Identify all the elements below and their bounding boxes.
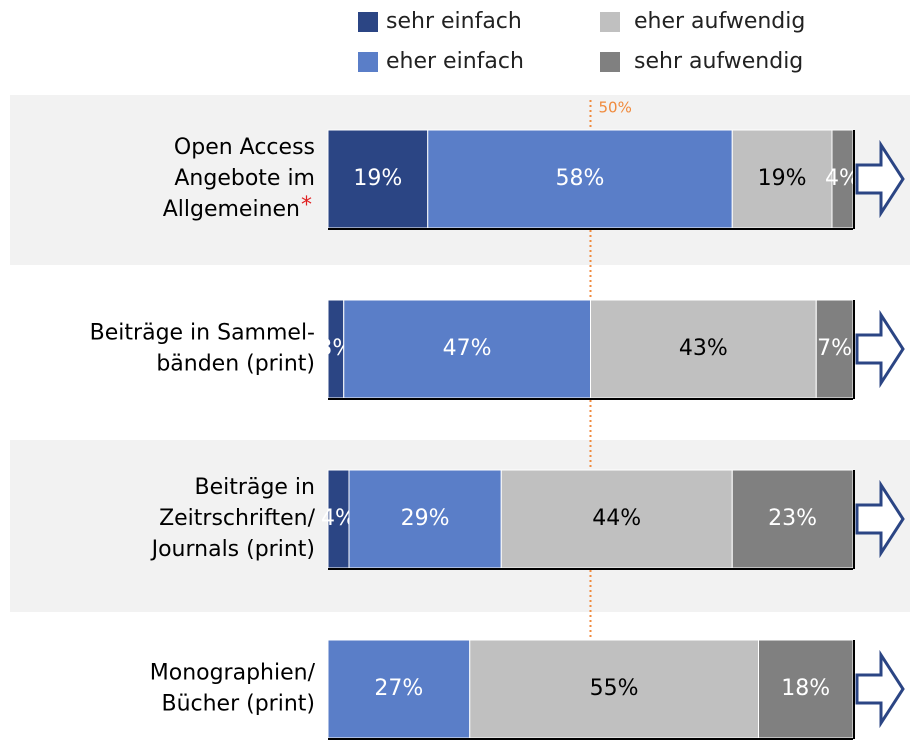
- value-label: 18%: [781, 676, 830, 701]
- category-label: Angebote im: [174, 166, 315, 191]
- legend-swatch: [600, 12, 620, 32]
- bar-segment: [343, 299, 591, 399]
- value-label: 47%: [443, 336, 492, 361]
- category-label: Beiträge in Sammel-: [90, 321, 315, 346]
- category-label: Beiträge in: [195, 475, 315, 500]
- legend-label: eher einfach: [386, 49, 524, 74]
- bar-segment: [348, 469, 502, 569]
- bar-segment: [469, 639, 759, 739]
- bar-segment: [590, 299, 817, 399]
- category-label: bänden (print): [156, 352, 315, 377]
- value-label: 43%: [679, 336, 728, 361]
- category-label: Allgemeinen: [163, 197, 300, 222]
- value-label: 7%: [817, 336, 852, 361]
- category-label: Journals (print): [150, 537, 315, 562]
- category-label: Bücher (print): [161, 692, 315, 717]
- value-label: 55%: [590, 676, 639, 701]
- legend-label: sehr aufwendig: [634, 49, 803, 74]
- value-label: 58%: [556, 166, 605, 191]
- value-label: 19%: [758, 166, 807, 191]
- bar-segment: [731, 129, 833, 229]
- value-label: 19%: [353, 166, 402, 191]
- arrow: [855, 309, 905, 389]
- category-label: Open Access: [174, 135, 315, 160]
- bar-segment: [758, 639, 854, 739]
- arrow: [855, 139, 905, 219]
- value-label: 27%: [374, 676, 423, 701]
- legend-swatch: [358, 12, 378, 32]
- arrow: [855, 479, 905, 559]
- category-label: Monographien/: [150, 661, 316, 686]
- legend-label: sehr einfach: [386, 9, 522, 34]
- arrow: [855, 649, 905, 729]
- bar-segment: [731, 469, 854, 569]
- bar-segment: [500, 469, 733, 569]
- legend-label: eher aufwendig: [634, 9, 805, 34]
- value-label: 29%: [401, 506, 450, 531]
- bar-segment: [327, 639, 471, 739]
- category-label: Zeitrschriften/: [159, 506, 316, 531]
- legend-swatch: [358, 52, 378, 72]
- value-label: 23%: [768, 506, 817, 531]
- legend-swatch: [600, 52, 620, 72]
- footnote-mark: *: [301, 193, 312, 218]
- bar-segment: [815, 299, 854, 399]
- reference-label: 50%: [599, 99, 632, 117]
- value-label: 44%: [592, 506, 641, 531]
- bar-segment: [427, 129, 733, 229]
